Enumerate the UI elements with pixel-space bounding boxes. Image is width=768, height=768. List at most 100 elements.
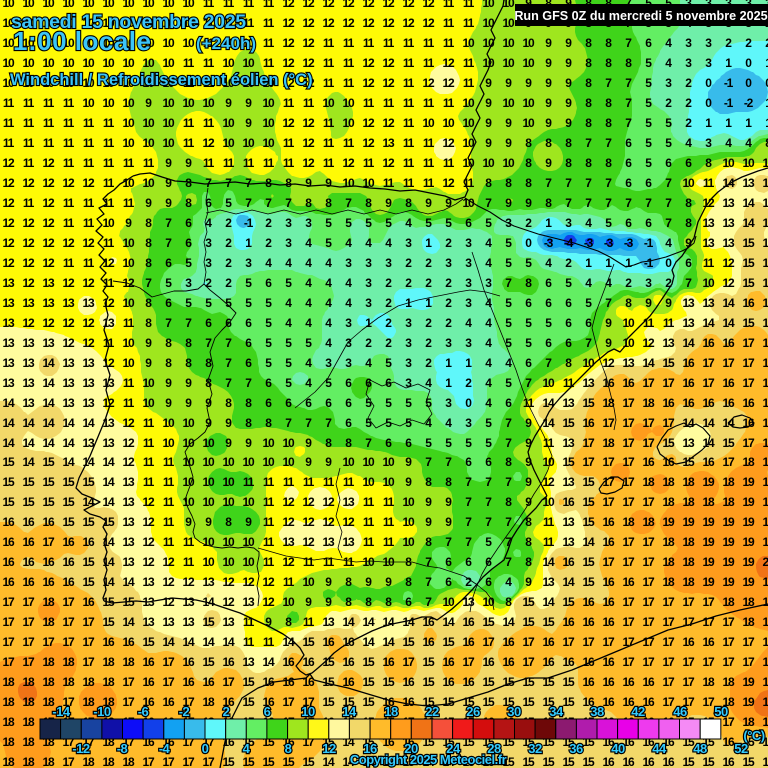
svg-text:3: 3 [705,36,712,50]
svg-text:8: 8 [385,595,392,609]
svg-text:9: 9 [225,436,232,450]
svg-text:15: 15 [583,555,595,569]
svg-text:15: 15 [743,236,755,250]
svg-text:5: 5 [365,396,372,410]
svg-text:12: 12 [223,595,235,609]
svg-text:18: 18 [43,695,55,709]
svg-text:2: 2 [265,216,272,230]
svg-text:14: 14 [103,575,115,589]
svg-text:10: 10 [123,96,135,110]
svg-text:5: 5 [505,256,512,270]
svg-text:17: 17 [603,455,615,469]
svg-text:11: 11 [403,136,415,150]
svg-text:10: 10 [443,116,455,130]
svg-text:4: 4 [305,376,312,390]
svg-text:30: 30 [507,704,521,719]
svg-text:9: 9 [485,116,492,130]
svg-text:14: 14 [43,436,55,450]
svg-text:17: 17 [63,615,75,629]
svg-text:15: 15 [743,256,755,270]
svg-text:11: 11 [703,256,715,270]
svg-text:10: 10 [503,16,515,30]
svg-text:5: 5 [425,436,432,450]
svg-text:15: 15 [763,316,768,330]
svg-text:18: 18 [603,436,615,450]
svg-text:10: 10 [63,76,75,90]
svg-text:9: 9 [425,515,432,529]
svg-text:7: 7 [505,555,512,569]
svg-text:13: 13 [123,515,135,529]
svg-text:11: 11 [203,16,215,30]
svg-text:19: 19 [703,515,715,529]
svg-text:9: 9 [565,116,572,130]
svg-text:6: 6 [625,176,632,190]
svg-text:11: 11 [423,36,435,50]
svg-text:18: 18 [703,675,715,689]
svg-text:4: 4 [325,276,332,290]
svg-text:10: 10 [343,176,355,190]
svg-text:11: 11 [423,136,435,150]
svg-text:2: 2 [223,704,230,719]
svg-text:11: 11 [243,635,255,649]
svg-text:12: 12 [143,495,155,509]
svg-text:8: 8 [145,316,152,330]
svg-text:5: 5 [225,296,232,310]
svg-text:9: 9 [505,136,512,150]
svg-text:12: 12 [123,416,135,430]
svg-text:17: 17 [523,655,535,669]
svg-text:12: 12 [143,535,155,549]
svg-text:19: 19 [743,535,755,549]
svg-text:11: 11 [143,416,155,430]
svg-text:17: 17 [723,635,735,649]
svg-text:3: 3 [705,136,712,150]
svg-text:10: 10 [243,495,255,509]
svg-text:12: 12 [343,156,355,170]
svg-text:11: 11 [83,156,95,170]
svg-text:11: 11 [283,575,295,589]
svg-text:11: 11 [343,36,355,50]
svg-text:3: 3 [405,376,412,390]
svg-text:15: 15 [523,615,535,629]
svg-text:19: 19 [743,495,755,509]
svg-text:10: 10 [163,36,175,50]
svg-text:9: 9 [205,416,212,430]
svg-text:6: 6 [645,36,652,50]
svg-text:13: 13 [23,356,35,370]
svg-text:16: 16 [283,675,295,689]
svg-text:4: 4 [305,256,312,270]
svg-text:15: 15 [363,675,375,689]
svg-text:16: 16 [623,575,635,589]
svg-text:12: 12 [423,76,435,90]
svg-text:16: 16 [583,675,595,689]
svg-text:11: 11 [383,176,395,190]
svg-text:8: 8 [345,575,352,589]
svg-text:6: 6 [585,316,592,330]
svg-text:5: 5 [265,336,272,350]
svg-text:13: 13 [3,336,15,350]
svg-text:11: 11 [83,136,95,150]
svg-text:4: 4 [365,236,372,250]
svg-text:4: 4 [485,356,492,370]
svg-text:2: 2 [665,276,672,290]
svg-text:5: 5 [385,416,392,430]
svg-text:17: 17 [743,336,755,350]
svg-text:2: 2 [745,36,752,50]
svg-text:7: 7 [485,196,492,210]
svg-text:19: 19 [723,535,735,549]
svg-text:17: 17 [3,595,15,609]
svg-text:8: 8 [525,136,532,150]
svg-text:4: 4 [485,236,492,250]
svg-text:15: 15 [343,695,355,709]
svg-text:10: 10 [123,16,135,30]
svg-text:12: 12 [103,296,115,310]
svg-text:2: 2 [265,236,272,250]
svg-text:11: 11 [143,475,155,489]
svg-text:15: 15 [423,695,435,709]
svg-text:7: 7 [225,376,232,390]
svg-text:13: 13 [243,655,255,669]
svg-text:17: 17 [743,655,755,669]
svg-text:14: 14 [443,615,455,629]
svg-text:7: 7 [505,475,512,489]
svg-text:12: 12 [303,136,315,150]
svg-text:6: 6 [485,555,492,569]
